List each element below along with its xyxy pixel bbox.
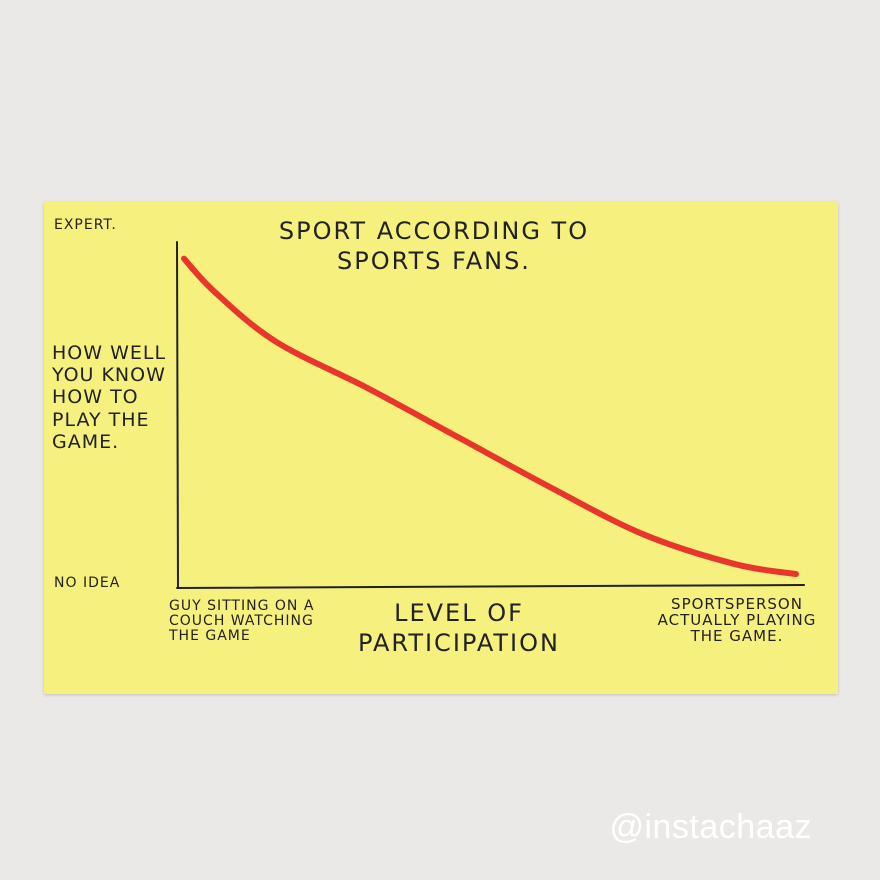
y-axis-label: HOW WELL YOU KNOW HOW TO PLAY THE GAME. [52, 342, 167, 453]
y-tick-label-top: EXPERT. [54, 217, 117, 233]
watermark-handle: @instachaaz [609, 808, 812, 846]
x-axis-line [176, 584, 805, 589]
x-tick-label-left: GUY SITTING ON A COUCH WATCHING THE GAME [169, 598, 315, 645]
y-axis-line [176, 241, 179, 589]
chart-axes [176, 241, 805, 589]
series-line-0 [181, 255, 799, 578]
x-tick-label-right: SPORTSPERSON ACTUALLY PLAYING THE GAME. [657, 595, 817, 646]
sticky-note-card: SPORT ACCORDING TO SPORTS FANS. EXPERT. … [44, 202, 838, 694]
chart-plot [176, 241, 805, 589]
x-axis-label: LEVEL OF PARTICIPATION [358, 599, 560, 657]
chart-series-layer [181, 255, 799, 578]
chart-title: SPORT ACCORDING TO SPORTS FANS. [278, 217, 590, 275]
y-tick-label-bottom: NO IDEA [54, 575, 121, 591]
